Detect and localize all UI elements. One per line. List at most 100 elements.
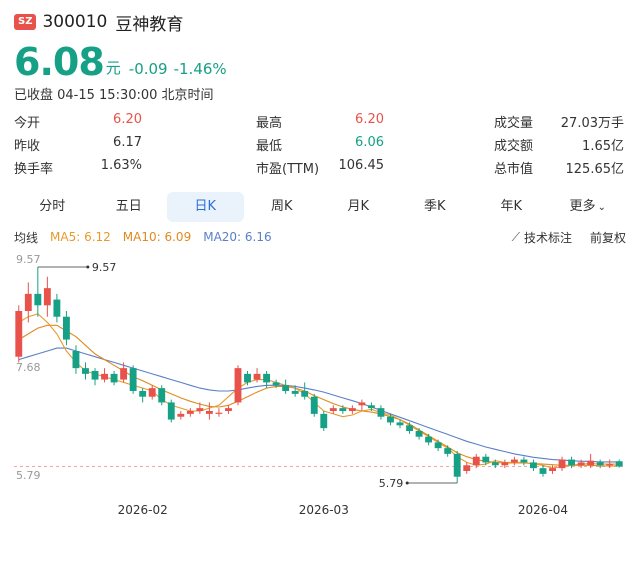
candle-body [329, 408, 337, 411]
x-tick-label: 2026-02 [118, 503, 168, 517]
candle-body [139, 391, 147, 397]
candle-body [101, 373, 108, 380]
candle-body [472, 456, 480, 466]
stat-label: 市盈(TTM) [256, 162, 320, 177]
y-tick-label: 7.68 [16, 361, 41, 374]
candle-body [406, 425, 413, 431]
price-row: 6.08 元 -0.09 -1.46% [14, 38, 233, 84]
candle-body [434, 442, 442, 449]
candle-body [348, 408, 356, 411]
stock-code: 300010 [42, 12, 108, 32]
min-marker-dot [405, 481, 409, 485]
candle-body [510, 459, 518, 463]
adjust-button[interactable]: 前复权 [590, 229, 626, 246]
candle-body [549, 468, 556, 471]
candle-body [396, 422, 404, 426]
chart-tools: ⟋ 技术标注 前复权 [494, 229, 626, 246]
candle-body [463, 465, 471, 471]
ma20-line [18, 347, 620, 463]
candle-body [24, 293, 32, 311]
stat-value: 6.20 [355, 112, 384, 127]
candle-body [158, 388, 166, 403]
candle-body [491, 462, 499, 466]
stat-item: 今开 6.20 [14, 112, 142, 131]
candle-body [444, 448, 452, 454]
stat-value: 6.17 [113, 135, 142, 150]
stat-value: 1.63% [100, 158, 142, 173]
candle-body [339, 408, 347, 411]
ma5-value: MA5: 6.12 [50, 230, 111, 244]
stat-item: 昨收 6.17 [14, 135, 142, 154]
candle-body [43, 288, 51, 306]
tab-4[interactable]: 月K [320, 192, 397, 222]
price-change: -0.09 [128, 60, 168, 78]
candle-body [120, 368, 128, 380]
candle-body [291, 391, 299, 394]
adjust-label: 前复权 [589, 230, 626, 245]
tech-annotation-button[interactable]: ⟋ 技术标注 [512, 229, 572, 246]
tab-label: 月K [347, 199, 370, 214]
tech-annotation-label: 技术标注 [523, 230, 572, 245]
candle-body [377, 408, 385, 417]
stat-label: 换手率 [14, 162, 54, 177]
stat-label: 成交量 [494, 116, 534, 131]
candle-body [215, 412, 223, 414]
tab-label: 日K [194, 199, 217, 214]
candle-body [453, 453, 461, 477]
stat-item: 最低 6.06 [256, 135, 384, 154]
stat-label: 昨收 [14, 139, 41, 154]
stat-value: 6.20 [113, 112, 142, 127]
candle-body [129, 368, 137, 391]
candle-body [282, 385, 290, 391]
tab-5[interactable]: 季K [397, 192, 474, 222]
price-unit: 元 [105, 59, 121, 77]
y-tick-label: 5.79 [16, 469, 41, 482]
stat-label: 总市值 [494, 162, 534, 177]
y-tick-label: 9.57 [16, 253, 41, 266]
candle-body [244, 373, 251, 383]
x-tick-label: 2026-03 [299, 503, 349, 517]
candle-body [358, 402, 366, 406]
tab-label: 分时 [39, 199, 66, 214]
tab-3[interactable]: 周K [244, 192, 321, 222]
candle-body [425, 436, 433, 443]
candle-body [596, 462, 604, 466]
candle-body [15, 311, 23, 357]
candle-body [577, 462, 585, 466]
candle-body [225, 408, 232, 411]
stat-item: 成交额 1.65亿 [494, 135, 624, 154]
candle-body [587, 460, 595, 466]
candle-body [310, 396, 318, 414]
min-price-label: 5.79 [379, 477, 404, 490]
stat-value: 106.45 [338, 158, 385, 173]
candle-body [91, 371, 99, 380]
ma-legend-row: 均线 MA5: 6.12 MA10: 6.09 MA20: 6.16 ⟋ 技术标… [14, 228, 626, 246]
candle-body [72, 351, 80, 369]
stats-row: 昨收 6.17 最低 6.06 成交额 1.65亿 [14, 135, 626, 158]
tab-0[interactable]: 分时 [14, 192, 91, 222]
stat-value: 125.65亿 [565, 162, 625, 177]
candle-body [177, 413, 185, 417]
stats-row: 今开 6.20 最高 6.20 成交量 27.03万手 [14, 112, 626, 135]
ma5-line [18, 313, 620, 469]
tab-label: 五日 [115, 199, 142, 214]
stat-label: 成交额 [494, 139, 534, 154]
candle-body [82, 368, 89, 374]
tab-2[interactable]: 日K [167, 192, 244, 222]
stat-value: 1.65亿 [582, 139, 624, 154]
candle-body [234, 368, 242, 403]
tab-6[interactable]: 年K [473, 192, 550, 222]
tab-1[interactable]: 五日 [91, 192, 168, 222]
stats-grid: 今开 6.20 最高 6.20 成交量 27.03万手昨收 6.17 最低 6.06 成交额 1.6… [14, 112, 626, 181]
candle-body [539, 468, 547, 474]
tab-7[interactable]: 更多 ⌄ [550, 192, 627, 222]
stat-label: 最高 [256, 116, 283, 131]
stat-value: 27.03万手 [560, 116, 624, 131]
chevron-down-icon: ⌄ [597, 202, 606, 213]
candle-body [167, 402, 175, 420]
candle-body [606, 464, 614, 466]
kline-chart[interactable]: 9.57 7.68 5.79 2026-02 2026-03 2026-04 9.57 5.7… [0, 250, 638, 530]
market-status: 已收盘 04-15 15:30:00 北京时间 [14, 88, 214, 103]
max-marker-dot [86, 265, 90, 269]
tab-label: 周K [270, 199, 293, 214]
